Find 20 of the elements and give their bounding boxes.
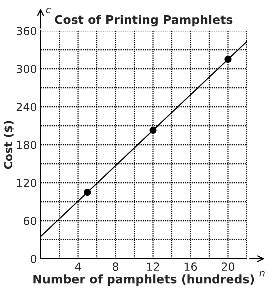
x-tick-label: 4 xyxy=(75,262,82,271)
point xyxy=(84,189,92,196)
y-axis-title: Cost ($) xyxy=(4,121,14,170)
y-tick-label: 0 xyxy=(30,254,37,264)
x-tick-label: 20 xyxy=(222,262,235,272)
y-tick-label: 120 xyxy=(17,179,37,188)
y-tick-label: 240 xyxy=(16,103,37,112)
x-axis-title: Number of pamphlets (hundreds) xyxy=(34,274,254,286)
y-tick-label: 360 xyxy=(16,27,37,36)
y-tick-label: 180 xyxy=(17,141,37,150)
y-tick-label: 300 xyxy=(16,65,37,74)
x-tick-label: 8 xyxy=(112,262,119,272)
text: c xyxy=(46,8,52,14)
text: n xyxy=(260,271,265,277)
x-tick-label: 12 xyxy=(147,262,160,271)
point xyxy=(150,126,157,134)
x-tick-label: 16 xyxy=(184,262,198,272)
point xyxy=(224,56,232,64)
y-tick-label: 60 xyxy=(24,216,37,226)
chart-title: Cost of Printing Pamphlets xyxy=(55,15,233,27)
